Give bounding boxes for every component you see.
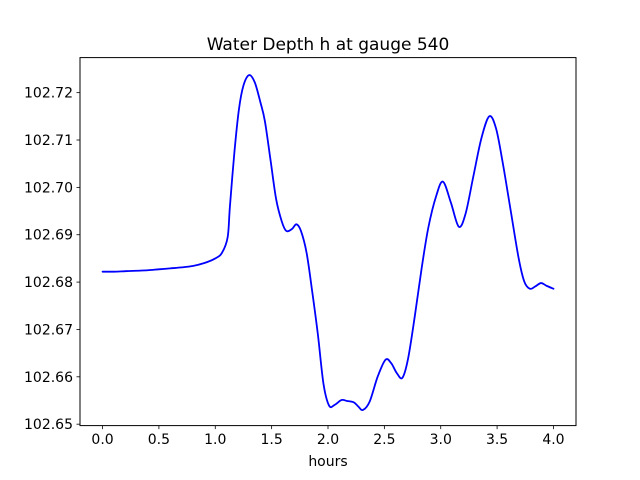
x-tick-label: 2.0 bbox=[317, 432, 339, 448]
y-tick-label: 102.65 bbox=[24, 417, 73, 433]
y-tick-label: 102.69 bbox=[24, 228, 73, 244]
y-tick-label: 102.71 bbox=[24, 133, 73, 149]
y-tick-label: 102.68 bbox=[24, 275, 73, 291]
x-axis-ticks: 0.0 0.5 1.0 1.5 2.0 2.5 3.0 3.5 4.0 bbox=[91, 425, 565, 448]
x-tick-label: 0.5 bbox=[148, 432, 170, 448]
y-axis-ticks: 102.65 102.66 102.67 102.68 102.69 102.70 102.… bbox=[24, 86, 80, 433]
x-tick-label: 0.0 bbox=[91, 432, 113, 448]
series-group bbox=[101, 74, 555, 412]
y-tick-label: 102.70 bbox=[24, 180, 73, 196]
plot-frame bbox=[79, 57, 577, 427]
x-tick-label: 3.5 bbox=[486, 432, 508, 448]
x-tick-label: 1.0 bbox=[204, 432, 226, 448]
x-tick-label: 4.0 bbox=[542, 432, 564, 448]
x-axis-label: hours bbox=[308, 454, 347, 470]
y-tick-label: 102.72 bbox=[24, 86, 73, 102]
x-tick-label: 2.5 bbox=[373, 432, 395, 448]
x-tick-label: 3.0 bbox=[430, 432, 452, 448]
x-tick-label: 1.5 bbox=[261, 432, 283, 448]
line-series-water-depth-h bbox=[101, 74, 555, 412]
y-tick-label: 102.66 bbox=[24, 370, 73, 386]
y-tick-label: 102.67 bbox=[24, 322, 73, 338]
chart-title: Water Depth h at gauge 540 bbox=[207, 35, 450, 55]
